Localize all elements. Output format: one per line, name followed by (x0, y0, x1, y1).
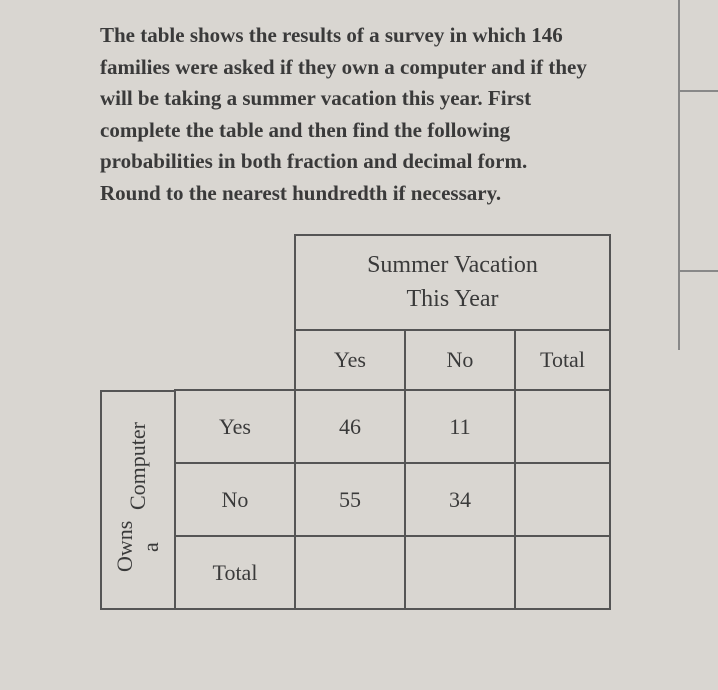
row-header-yes: Yes (175, 390, 295, 463)
cell-no-yes: 55 (295, 463, 405, 536)
row-header-total: Total (175, 536, 295, 609)
row-group-label-line1: Owns a (112, 516, 164, 579)
spacer (175, 330, 295, 390)
cell-yes-no: 11 (405, 390, 515, 463)
cell-total-total (515, 536, 610, 609)
cell-total-no (405, 536, 515, 609)
cell-yes-total (515, 390, 610, 463)
col-header-no: No (405, 330, 515, 390)
cell-no-no: 34 (405, 463, 515, 536)
column-group-label: Summer Vacation This Year (295, 235, 610, 330)
col-group-label-line2: This Year (406, 286, 498, 312)
spacer (175, 235, 295, 330)
problem-statement: The table shows the results of a survey … (100, 20, 673, 209)
cell-no-total (515, 463, 610, 536)
col-header-total: Total (515, 330, 610, 390)
row-group-label: Owns a Computer (100, 390, 176, 610)
row-header-no: No (175, 463, 295, 536)
survey-table: Summer Vacation This Year Yes No Total Y… (174, 234, 611, 610)
page-edge-decoration (678, 0, 718, 350)
cell-total-yes (295, 536, 405, 609)
col-header-yes: Yes (295, 330, 405, 390)
two-way-table-container: Owns a Computer Summer Vacation This Yea… (100, 234, 673, 610)
row-group-label-line2: Computer (125, 422, 151, 510)
cell-yes-yes: 46 (295, 390, 405, 463)
col-group-label-line1: Summer Vacation (367, 252, 538, 278)
